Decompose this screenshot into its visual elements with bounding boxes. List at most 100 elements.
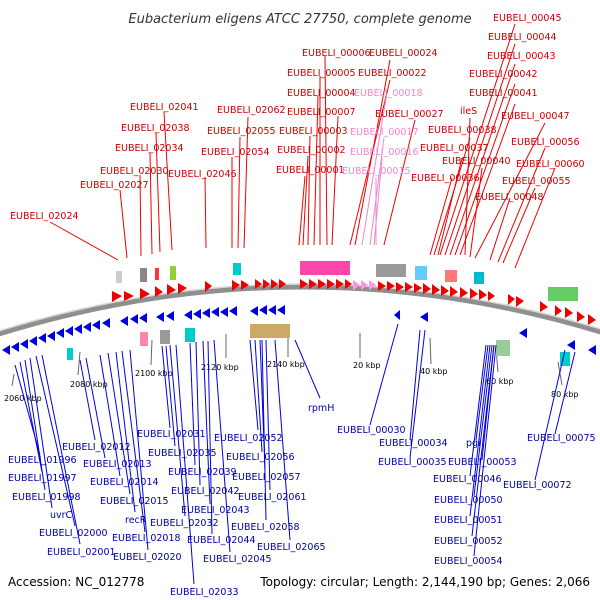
gene-label: EUBELI_00016 [350, 147, 419, 158]
leader-line [475, 344, 489, 441]
leader-line [383, 119, 416, 246]
leader-line [298, 175, 306, 246]
leader-line [249, 339, 259, 431]
leader-line [349, 79, 391, 246]
gene-label: EUBELI_00044 [488, 32, 557, 43]
gene-label: EUBELI_00015 [342, 166, 411, 177]
leader-line [129, 349, 149, 551]
leader-line [449, 63, 516, 256]
leader-line [79, 359, 96, 441]
leader-line [554, 351, 576, 435]
accession-label: Accession: NC_012778 [8, 575, 144, 589]
feature-blocks-forward [116, 261, 578, 301]
reverse-gene-arrow [139, 313, 147, 323]
feature-block [415, 266, 427, 280]
forward-gene-arrow [577, 311, 585, 322]
gene-label: EUBELI_00027 [375, 109, 444, 120]
reverse-gene-arrow [420, 312, 428, 322]
gene-label: EUBELI_00047 [501, 111, 570, 122]
leader-line [161, 345, 171, 429]
feature-block [548, 287, 578, 301]
forward-gene-arrow [450, 286, 458, 297]
forward-gene-arrow [369, 280, 376, 290]
leader-line [49, 221, 119, 261]
gene-label: EUBELI_00056 [511, 137, 580, 148]
leader-line [85, 357, 106, 459]
feature-block [445, 270, 457, 282]
gene-label: EUBELI_02052 [214, 433, 283, 444]
leader-line [437, 157, 463, 256]
leader-line [471, 344, 495, 537]
reverse-gene-arrow [38, 333, 46, 343]
leader-line [139, 174, 142, 257]
reverse-gene-arrow [74, 324, 82, 334]
forward-gene-arrow [318, 279, 326, 289]
tick-label: 2140 kbp [267, 360, 305, 369]
forward-gene-arrow [255, 279, 262, 289]
reverse-gene-arrow [29, 336, 37, 346]
reverse-gene-arrow [2, 345, 10, 355]
gene-label: EUBELI_00034 [379, 438, 448, 449]
reverse-gene-arrow [394, 310, 400, 320]
forward-gene-arrow [423, 283, 431, 294]
reverse-gene-arrow [65, 326, 73, 336]
reverse-gene-arrow [184, 310, 192, 320]
leader-line [261, 339, 267, 521]
leader-line [454, 83, 516, 256]
tick-mark [77, 351, 81, 376]
gene-label: EUBELI_02032 [150, 518, 219, 529]
feature-block [140, 332, 148, 346]
forward-gene-arrow [588, 314, 596, 325]
reverse-gene-arrow [229, 306, 237, 316]
feature-block [250, 324, 290, 338]
gene-label: EUBELI_02018 [112, 533, 181, 544]
forward-gene-arrow [396, 282, 404, 292]
leader-line [307, 135, 311, 246]
gene-label: ileS [460, 106, 477, 117]
gene-label: uvrC [50, 510, 73, 521]
forward-gene-arrow [279, 279, 286, 289]
forward-gene-arrow [205, 281, 212, 292]
leader-line [474, 122, 546, 259]
leader-line [331, 115, 339, 246]
gene-label: EUBELI_02030 [100, 166, 169, 177]
gene-label: EUBELI_00007 [287, 107, 356, 118]
reverse-gene-arrow [56, 328, 64, 338]
leader-line [29, 357, 53, 509]
gene-label: EUBELI_00038 [428, 125, 497, 136]
forward-gene-arrow [155, 286, 163, 297]
leader-line [324, 55, 328, 246]
gene-label: EUBELI_02045 [203, 554, 272, 565]
forward-gene-arrow [555, 305, 562, 316]
forward-gene-arrow [124, 291, 134, 301]
gene-label: EUBELI_01998 [12, 492, 81, 503]
reverse-gene-arrow [83, 322, 91, 332]
forward-gene-arrow [378, 281, 386, 291]
forward-gene-arrow [112, 291, 122, 302]
reverse-leader-lines [14, 323, 576, 585]
reverse-gene-arrow [130, 314, 138, 324]
leader-line [469, 344, 491, 517]
leader-line [473, 344, 497, 557]
gene-label: EUBELI_00004 [287, 88, 356, 99]
leader-line [254, 339, 263, 453]
reverse-gene-arrow [211, 307, 219, 317]
gene-label: EUBELI_00003 [279, 126, 348, 137]
forward-leader-lines [49, 23, 556, 269]
leader-line [107, 352, 131, 495]
forward-gene-arrow [140, 288, 150, 299]
reverse-gene-arrow [220, 307, 228, 317]
reverse-gene-arrow [588, 345, 596, 355]
reverse-gene-arrow [92, 320, 100, 330]
leader-line [369, 323, 399, 426]
gene-label: EUBELI_02020 [113, 552, 182, 563]
forward-gene-arrow [488, 291, 495, 301]
leader-line [195, 341, 201, 486]
forward-gene-arrow [405, 282, 413, 292]
reverse-gene-arrow [20, 339, 28, 349]
forward-gene-arrow [460, 287, 468, 298]
gene-label: EUBELI_00053 [448, 457, 517, 468]
leader-line [265, 339, 271, 491]
gene-label: EUBELI_00060 [516, 159, 585, 170]
leader-line [439, 23, 516, 256]
